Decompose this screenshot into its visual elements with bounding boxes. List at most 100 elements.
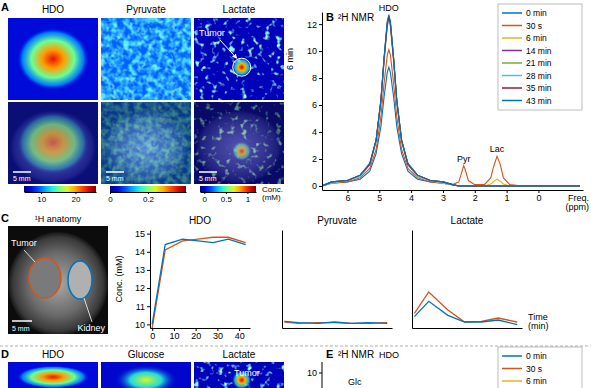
legend-swatch <box>502 368 522 370</box>
noise <box>101 18 191 100</box>
axis-title: Time(min) <box>528 312 549 331</box>
legend-swatch <box>502 87 522 89</box>
panel-label: C <box>1 212 9 224</box>
legend-label: 6 min <box>526 33 547 43</box>
tick-label: 12 <box>135 283 145 293</box>
panel-b: 6543210024681012B²H NMRFreq.(ppm)HDOPyrL… <box>307 3 589 212</box>
axis <box>283 328 393 329</box>
tick-label: 0 <box>312 181 317 191</box>
tick-mark <box>147 324 150 325</box>
axis-line <box>201 192 257 193</box>
overlay <box>8 102 98 184</box>
column-title: Lactate <box>223 4 256 15</box>
tick: 8 <box>312 73 322 83</box>
tick-mark <box>147 234 150 235</box>
noise <box>101 18 191 100</box>
panel-label: D <box>1 348 9 360</box>
panel-label: E <box>326 348 333 360</box>
roi <box>29 258 61 298</box>
image <box>194 18 284 100</box>
annotation: Tumor <box>234 368 260 378</box>
tick-label: 40 <box>235 331 245 341</box>
image-title: ¹H anatomy <box>35 214 82 224</box>
title: ²H NMR <box>338 12 374 23</box>
tick-label: 0 <box>108 195 113 204</box>
tick: 5 <box>377 190 382 203</box>
annotation: HDO <box>379 3 399 13</box>
panel-d: DHDOGlucoseLactateTumor <box>1 348 284 388</box>
image-bg <box>194 102 284 184</box>
axis-line <box>151 328 251 329</box>
tick: 20 <box>191 328 201 341</box>
legend-swatch <box>502 50 522 52</box>
scale-bar <box>199 171 217 173</box>
tick: 1 <box>505 190 510 203</box>
tick-label: 2 <box>473 193 478 203</box>
tick-label: 6 <box>345 193 350 203</box>
plot-area <box>322 15 580 186</box>
noise <box>194 362 284 388</box>
arrow <box>220 40 237 58</box>
roi <box>233 58 251 76</box>
column-title: Pyruvate <box>126 4 166 15</box>
tick-label: 30 <box>213 331 223 341</box>
tick: 2 <box>312 154 322 164</box>
tick: 0.2 <box>143 192 155 204</box>
tick: 6 <box>345 190 350 203</box>
image-bg <box>8 18 98 100</box>
scale-label: 5 mm <box>12 325 30 332</box>
axis-line <box>25 192 97 193</box>
tick-label: 1 <box>246 195 251 204</box>
tick: 0 <box>108 192 113 204</box>
legend-swatch <box>502 355 522 357</box>
tick-label: 0.5 <box>221 195 233 204</box>
series-line <box>284 321 387 323</box>
overlay <box>194 102 284 184</box>
line-chart: Pyruvate <box>283 215 393 329</box>
panel-label: A <box>1 1 9 13</box>
series-line <box>414 301 517 324</box>
tick-mark <box>319 186 322 187</box>
legend-label: 30 s <box>526 21 542 31</box>
tick: 6 <box>312 100 322 110</box>
pointer <box>84 298 92 322</box>
axis: 1020 <box>25 192 97 204</box>
noise <box>194 18 284 100</box>
signal <box>17 112 89 174</box>
scale-bar <box>106 171 124 173</box>
legend-swatch <box>502 12 522 14</box>
tick-mark <box>147 288 150 289</box>
tick: 0 <box>150 328 155 341</box>
noise <box>194 102 284 184</box>
text-line: (min) <box>528 321 549 331</box>
panel-a: AHDO5 mmPyruvate5 mmLactate5 mm6 minTumo… <box>1 1 295 204</box>
pointer <box>24 250 35 262</box>
tick-label: 0 <box>150 331 155 341</box>
signal <box>115 365 178 388</box>
legend-swatch <box>502 25 522 27</box>
axis: 6543210 <box>323 190 584 203</box>
tick-label: 10 <box>169 331 179 341</box>
line-chart: LactateTime(min) <box>413 215 549 331</box>
legend-label: 14 min <box>526 46 552 56</box>
tick: 10 <box>135 320 150 330</box>
axis <box>412 231 413 329</box>
annotation: Tumor <box>199 28 225 38</box>
image-bg <box>8 102 98 184</box>
scale-bar <box>12 320 32 322</box>
image-bg <box>101 102 191 184</box>
line-chart: 010203040101112131415HDOConc. (mM) <box>114 215 251 341</box>
plot-area <box>152 237 245 328</box>
image <box>8 362 98 388</box>
column-title: Glucose <box>128 349 165 360</box>
tick-mark <box>319 105 322 106</box>
series-line <box>152 237 245 328</box>
axis: 0 10 20 30 40 <box>150 328 250 341</box>
colorbar <box>24 186 96 192</box>
anatomy <box>8 232 108 334</box>
axis: 101112131415 <box>135 229 151 330</box>
tick: 3 <box>441 190 446 203</box>
legend-box <box>498 4 582 110</box>
series-line <box>322 17 580 186</box>
overlay <box>101 102 191 184</box>
